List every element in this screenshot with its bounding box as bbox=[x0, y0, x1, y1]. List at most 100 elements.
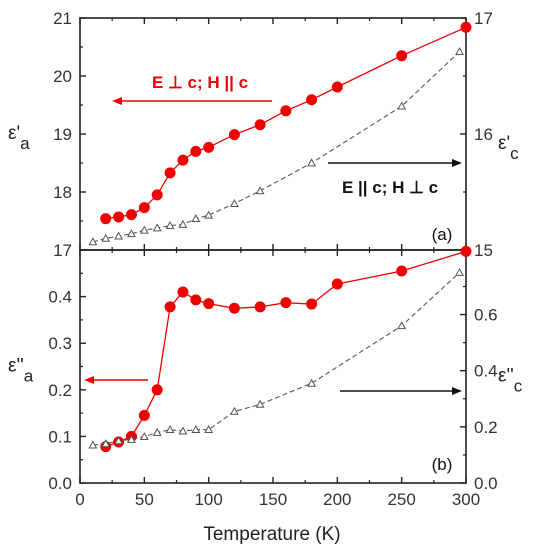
x-axis-title: Temperature (K) bbox=[203, 524, 340, 545]
data-point bbox=[455, 47, 465, 56]
panel-b: 0 50 100 150 200 250 3000.00.10.20.30.40.00.20… bbox=[8, 245, 523, 509]
data-point bbox=[254, 119, 266, 131]
data-point bbox=[396, 265, 408, 277]
data-point bbox=[164, 301, 176, 313]
y-right-tick-label: 0.4 bbox=[474, 362, 498, 381]
left-arrow-head bbox=[84, 376, 94, 384]
data-point bbox=[307, 158, 317, 167]
series-line bbox=[105, 250, 467, 448]
data-point bbox=[396, 50, 408, 62]
data-point bbox=[280, 105, 292, 117]
y-right-axis-title: ε'c bbox=[498, 133, 519, 163]
data-point bbox=[152, 427, 162, 436]
y-right-tick-label: 0.6 bbox=[474, 306, 498, 325]
data-point bbox=[127, 434, 136, 443]
series-line bbox=[92, 51, 460, 243]
data-point bbox=[228, 302, 240, 314]
y-left-axis-title: ε''a bbox=[8, 356, 34, 386]
y-right-axis-title: ε''c bbox=[498, 366, 523, 396]
data-point bbox=[178, 219, 188, 228]
y-left-tick-label: 21 bbox=[53, 9, 72, 28]
data-point bbox=[229, 406, 239, 415]
data-point bbox=[125, 209, 137, 221]
x-tick-label: 0 bbox=[75, 490, 84, 509]
data-point bbox=[165, 221, 175, 230]
plot-frame bbox=[79, 249, 467, 484]
data-point bbox=[306, 94, 318, 106]
data-point bbox=[151, 189, 163, 201]
data-point bbox=[306, 298, 318, 310]
data-point bbox=[203, 141, 215, 153]
data-point bbox=[204, 210, 214, 219]
data-point bbox=[138, 202, 150, 214]
panel-a: 17 18 19 20 21 15 16 17 ε'a ε'c (a) E ⊥ c; H || c E … bbox=[8, 9, 519, 260]
data-point bbox=[331, 81, 343, 93]
y-left-tick-label: 20 bbox=[53, 67, 72, 86]
data-point bbox=[460, 21, 472, 33]
data-point bbox=[190, 145, 202, 157]
data-point bbox=[164, 167, 176, 179]
data-point bbox=[127, 229, 136, 238]
data-point bbox=[229, 198, 239, 207]
panel-label: (a) bbox=[432, 225, 453, 244]
data-point bbox=[280, 297, 292, 309]
data-point bbox=[151, 384, 163, 396]
data-point bbox=[139, 225, 149, 234]
data-point bbox=[138, 409, 150, 421]
data-point bbox=[88, 440, 98, 449]
data-point bbox=[139, 432, 149, 441]
left-arrow-label: E ⊥ c; H || c bbox=[152, 73, 248, 92]
data-point bbox=[203, 298, 215, 310]
y-left-tick-label: 0.4 bbox=[48, 288, 72, 307]
data-point bbox=[113, 211, 125, 223]
y-right-tick-label: 17 bbox=[474, 9, 493, 28]
x-tick-label: 100 bbox=[194, 490, 222, 509]
data-point bbox=[100, 213, 112, 225]
x-tick-label: 250 bbox=[387, 490, 415, 509]
x-tick-label: 200 bbox=[323, 490, 351, 509]
data-point bbox=[88, 237, 98, 246]
y-left-tick-label: 18 bbox=[53, 183, 72, 202]
data-point bbox=[152, 223, 162, 232]
data-point bbox=[191, 214, 201, 223]
y-right-tick-label: 0.0 bbox=[474, 474, 498, 493]
data-point bbox=[114, 231, 124, 240]
data-point bbox=[331, 278, 343, 290]
data-point bbox=[228, 129, 240, 141]
data-point bbox=[455, 267, 465, 276]
data-point bbox=[254, 301, 266, 313]
data-point bbox=[460, 245, 472, 257]
data-point bbox=[307, 378, 317, 387]
y-left-tick-label: 0.3 bbox=[48, 334, 72, 353]
data-point bbox=[165, 425, 175, 434]
data-point bbox=[190, 294, 202, 306]
data-point bbox=[255, 186, 265, 195]
data-point bbox=[101, 233, 111, 242]
y-left-tick-label: 17 bbox=[53, 241, 72, 260]
y-left-tick-label: 19 bbox=[53, 125, 72, 144]
left-arrow-head bbox=[112, 97, 122, 105]
data-point bbox=[114, 436, 124, 445]
data-point bbox=[255, 399, 265, 408]
data-point bbox=[177, 286, 189, 298]
data-point bbox=[177, 154, 189, 166]
panel-label: (b) bbox=[432, 455, 453, 474]
data-point bbox=[178, 426, 188, 435]
data-point bbox=[191, 425, 201, 434]
x-tick-label: 50 bbox=[135, 490, 154, 509]
right-arrow-head bbox=[452, 387, 462, 395]
x-tick-label: 150 bbox=[259, 490, 287, 509]
y-right-tick-label: 16 bbox=[474, 125, 493, 144]
y-left-tick-label: 0.1 bbox=[48, 427, 72, 446]
right-arrow-label: E || c; H ⊥ c bbox=[342, 178, 438, 197]
series-line bbox=[105, 26, 467, 220]
y-left-tick-label: 0.2 bbox=[48, 381, 72, 400]
right-arrow-head bbox=[452, 159, 462, 167]
data-point bbox=[204, 425, 214, 434]
y-right-tick-label: 0.2 bbox=[474, 418, 498, 437]
y-right-tick-label: 15 bbox=[474, 241, 493, 260]
data-point bbox=[397, 321, 407, 330]
data-point bbox=[397, 101, 407, 110]
data-point bbox=[101, 439, 111, 448]
